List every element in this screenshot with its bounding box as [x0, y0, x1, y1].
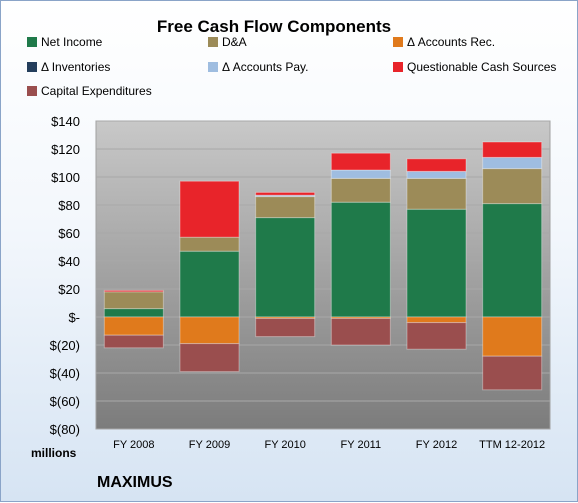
bar-questionable-cash-sources-fy-2010 — [255, 191, 316, 196]
legend: Net Income D&A Δ Accounts Rec. Δ Inventorie… — [27, 35, 556, 98]
bar-questionable-cash-sources-ttm-12-2012 — [482, 141, 543, 158]
bar-questionable-cash-sources-fy-2009 — [179, 180, 240, 238]
x-tick-label: FY 2011 — [341, 439, 382, 451]
legend-swatch — [393, 37, 403, 47]
bar-net-income-fy-2008 — [103, 308, 164, 318]
bar-d-a-fy-2011 — [330, 177, 391, 203]
y-tick-label: $60 — [58, 226, 80, 241]
x-tick-label: FY 2008 — [113, 439, 154, 451]
x-axis-ticks: FY 2008 FY 2009 FY 2010 FY 2011 FY 2012 TTM 1… — [113, 439, 545, 451]
x-tick-label: FY 2012 — [416, 439, 457, 451]
legend-label: D&A — [222, 35, 247, 49]
y-tick-label: $40 — [58, 254, 80, 269]
bar-accounts-pay-fy-2012 — [406, 170, 467, 179]
x-tick-label: FY 2010 — [264, 439, 305, 451]
legend-swatch — [208, 37, 218, 47]
bar-capital-expenditures-ttm-12-2012 — [482, 355, 543, 391]
bar-net-income-ttm-12-2012 — [482, 203, 543, 318]
legend-item-accounts-rec: Δ Accounts Rec. — [393, 35, 495, 49]
legend-swatch — [393, 62, 403, 72]
y-tick-label: $(60) — [50, 394, 80, 409]
bar-d-a-ttm-12-2012 — [482, 168, 543, 205]
bar-capital-expenditures-fy-2012 — [406, 322, 467, 350]
legend-swatch — [27, 37, 37, 47]
legend-label: Δ Accounts Pay. — [222, 60, 309, 74]
y-tick-label: $120 — [51, 142, 80, 157]
bar-questionable-cash-sources-fy-2011 — [330, 152, 391, 171]
gridlines — [96, 120, 550, 430]
legend-swatch — [27, 86, 37, 96]
company-name: MAXIMUS — [97, 474, 173, 491]
legend-label: Δ Inventories — [41, 60, 110, 74]
plot-area — [95, 120, 551, 430]
bar-d-a-fy-2008 — [103, 291, 164, 310]
legend-label: Capital Expenditures — [41, 84, 152, 98]
bar-accounts-pay-fy-2011 — [330, 169, 391, 179]
bar-d-a-fy-2010 — [255, 196, 316, 219]
bar-accounts-rec-fy-2012 — [406, 316, 467, 324]
bar-d-a-fy-2009 — [179, 236, 240, 252]
bar-net-income-fy-2009 — [179, 250, 240, 318]
y-tick-label: $100 — [51, 170, 80, 185]
x-tick-label: FY 2009 — [189, 439, 230, 451]
bar-net-income-fy-2012 — [406, 208, 467, 318]
bar-questionable-cash-sources-fy-2008 — [103, 289, 164, 293]
bar-questionable-cash-sources-fy-2012 — [406, 158, 467, 172]
bar-d-a-fy-2012 — [406, 177, 467, 210]
x-tick-label: TTM 12-2012 — [479, 439, 545, 451]
units-label: millions — [31, 446, 77, 460]
bar-net-income-fy-2010 — [255, 217, 316, 318]
bar-accounts-rec-ttm-12-2012 — [482, 316, 543, 357]
y-tick-label: $- — [68, 310, 80, 325]
bar-capital-expenditures-fy-2010 — [255, 317, 316, 338]
legend-label: Δ Accounts Rec. — [407, 35, 495, 49]
chart-title: Free Cash Flow Components — [157, 17, 391, 36]
bar-capital-expenditures-fy-2011 — [330, 317, 391, 346]
legend-item-inventories: Δ Inventories — [27, 60, 110, 74]
y-tick-label: $(80) — [50, 422, 80, 437]
bar-accounts-rec-fy-2008 — [103, 316, 164, 336]
bar-accounts-rec-fy-2009 — [179, 316, 240, 345]
bar-capital-expenditures-fy-2008 — [103, 334, 164, 349]
y-tick-label: $140 — [51, 114, 80, 129]
y-tick-label: $(20) — [50, 338, 80, 353]
y-tick-label: $(40) — [50, 366, 80, 381]
bar-net-income-fy-2011 — [330, 201, 391, 318]
legend-item-capital-expenditures: Capital Expenditures — [27, 84, 152, 98]
bar-accounts-pay-ttm-12-2012 — [482, 156, 543, 170]
legend-item-net-income: Net Income — [27, 35, 103, 49]
legend-swatch — [27, 62, 37, 72]
bar-capital-expenditures-fy-2009 — [179, 343, 240, 373]
legend-label: Net Income — [41, 35, 103, 49]
legend-swatch — [208, 62, 218, 72]
y-tick-label: $80 — [58, 198, 80, 213]
legend-item-accounts-pay: Δ Accounts Pay. — [208, 60, 309, 74]
legend-item-d-a: D&A — [208, 35, 247, 49]
y-tick-label: $20 — [58, 282, 80, 297]
bars — [103, 141, 543, 391]
y-axis-ticks: $140 $120 $100 $80 $60 $40 $20 $- $(20) $(40) $(60… — [50, 114, 80, 437]
legend-item-questionable-cash-sources: Questionable Cash Sources — [393, 60, 556, 74]
legend-label: Questionable Cash Sources — [407, 60, 556, 74]
